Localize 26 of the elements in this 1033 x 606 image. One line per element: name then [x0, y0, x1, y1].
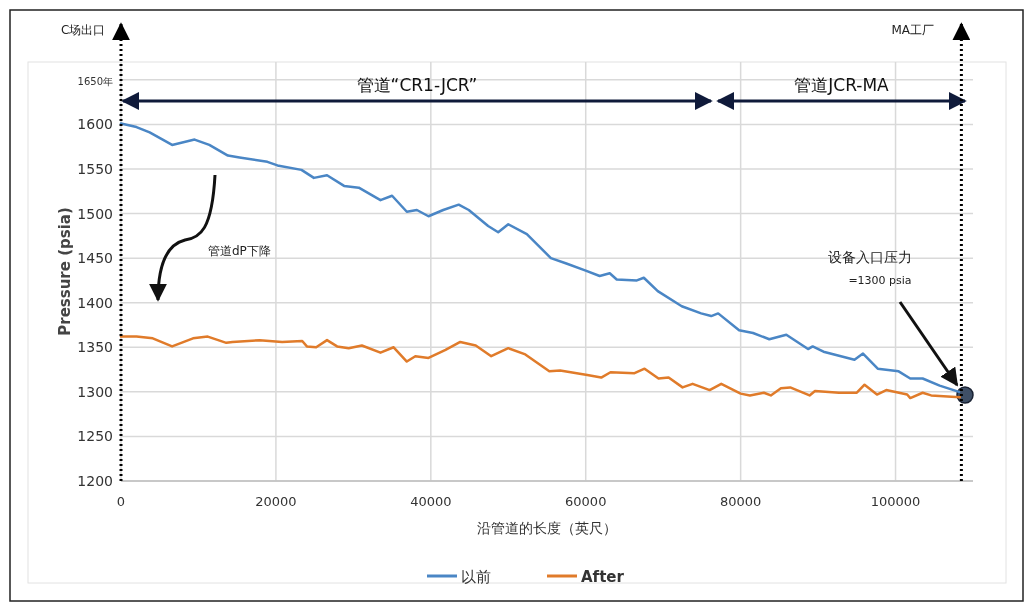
y-tick-label: 1450	[77, 250, 113, 267]
y-tick-label: 1600	[77, 116, 113, 133]
y-tick-label: 1350	[77, 339, 113, 356]
x-axis-title: 沿管道的长度（英尺）	[477, 520, 617, 536]
x-tick-label: 0	[116, 494, 126, 509]
legend-label: 以前	[461, 568, 491, 586]
y-tick-label: 1500	[77, 205, 113, 222]
x-tick-label: 80000	[719, 494, 762, 509]
annotation: 管道“CR1-JCR”	[356, 75, 478, 95]
y-tick-label: 1300	[77, 383, 113, 400]
annotation: 管道dP下降	[208, 244, 271, 258]
annotation: 设备入口压力 =1300 psia	[828, 249, 912, 287]
y-tick-label: 1250	[77, 428, 113, 445]
x-tick-label: 60000	[565, 494, 607, 509]
ref-line-label: C场出口	[61, 23, 106, 37]
ref-line-label: MA工厂	[891, 23, 934, 37]
y-tick-label: 1650年	[77, 75, 113, 87]
x-tick-label: 100000	[870, 494, 921, 509]
x-tick-label: 40000	[410, 494, 452, 509]
y-tick-label: 1550	[77, 160, 113, 177]
y-axis-title: Pressure (psia)	[56, 207, 74, 336]
annotation: 管道JCR-MA	[794, 75, 890, 95]
y-tick-label: 1400	[77, 294, 113, 311]
y-tick-label: 1200	[77, 473, 113, 489]
x-tick-label: 20000	[255, 494, 297, 509]
legend-label: After	[581, 568, 625, 586]
